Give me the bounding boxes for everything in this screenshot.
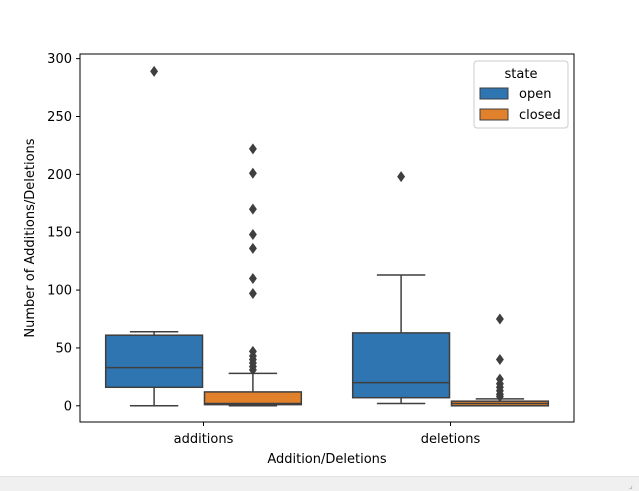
outlier-point xyxy=(248,288,257,300)
box-closed-deletions xyxy=(450,313,550,407)
chart: 0 50 100 150 200 250 300 additions deletions Nu… xyxy=(23,52,575,467)
box-body xyxy=(203,391,303,406)
outlier-point xyxy=(248,229,257,241)
outlier-point xyxy=(248,242,257,254)
box-closed-additions xyxy=(203,143,303,407)
status-bar: ⌟ xyxy=(0,476,639,491)
box-open-deletions xyxy=(351,171,451,405)
x-tick-label: additions xyxy=(174,432,234,447)
legend[interactable]: state open closed xyxy=(473,60,569,129)
chart-svg: 0 50 100 150 200 250 300 additions deletions Nu… xyxy=(23,52,575,467)
y-axis-label: Number of Additions/Deletions xyxy=(23,138,38,337)
resize-grip-icon[interactable]: ⌟ xyxy=(629,481,633,490)
outlier-point xyxy=(248,203,257,215)
outlier-point xyxy=(248,272,257,285)
outlier-point xyxy=(397,171,406,183)
legend-title: state xyxy=(505,67,538,82)
outlier-point xyxy=(248,167,257,179)
y-tick-label: 250 xyxy=(47,110,72,125)
y-tick-label: 150 xyxy=(47,226,72,241)
y-tick-label: 0 xyxy=(64,399,72,414)
legend-swatch-open xyxy=(479,87,509,100)
outlier-point xyxy=(248,364,257,376)
legend-label-open: open xyxy=(519,87,551,102)
box-body xyxy=(351,332,451,399)
x-axis-label: Addition/Deletions xyxy=(267,452,387,467)
legend-label-closed: closed xyxy=(519,108,561,123)
x-axis: additions deletions xyxy=(174,422,481,447)
outlier-point xyxy=(495,391,504,403)
y-tick-label: 300 xyxy=(47,52,72,67)
y-tick-label: 100 xyxy=(47,284,72,299)
legend-swatch-closed xyxy=(479,108,509,121)
y-tick-label: 50 xyxy=(55,341,72,356)
box-open-additions xyxy=(104,65,204,407)
outlier-point xyxy=(248,143,257,155)
outlier-point xyxy=(150,65,159,77)
plot-frame xyxy=(79,53,575,423)
x-tick-label: deletions xyxy=(421,432,481,447)
y-tick-label: 200 xyxy=(47,168,72,183)
box-plot-area xyxy=(104,65,550,407)
outlier-point xyxy=(495,313,504,325)
y-axis: 0 50 100 150 200 250 300 xyxy=(47,52,80,414)
box-body xyxy=(104,334,204,389)
outlier-point xyxy=(495,353,504,366)
